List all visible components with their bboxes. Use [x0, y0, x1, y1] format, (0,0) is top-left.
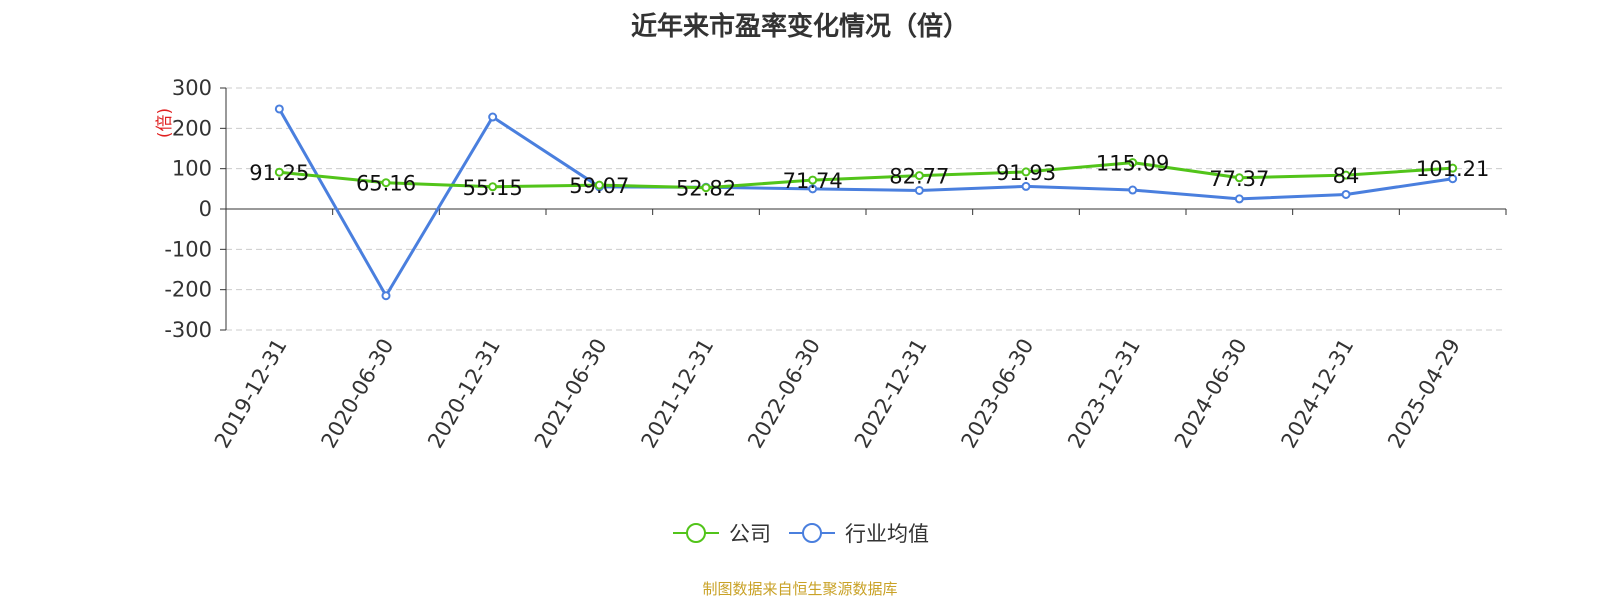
data-point[interactable] — [488, 112, 498, 122]
data-point[interactable] — [1341, 170, 1351, 180]
x-tick-label: 2023-12-31 — [1063, 335, 1145, 453]
legend-line-marker-icon — [789, 523, 835, 543]
data-point[interactable] — [1234, 173, 1244, 183]
data-point[interactable] — [381, 291, 391, 301]
x-tick-label: 2021-06-30 — [530, 335, 612, 453]
data-label: 59.07 — [569, 174, 629, 198]
data-point[interactable] — [808, 184, 818, 194]
legend-item-company[interactable]: 公司 — [671, 518, 771, 548]
x-tick-label: 2020-12-31 — [423, 334, 505, 452]
grid-lines — [226, 87, 1506, 331]
legend-label-industry-average: 行业均值 — [845, 522, 929, 546]
data-point[interactable] — [1021, 167, 1031, 177]
x-tick-label: 2022-12-31 — [850, 334, 932, 452]
data-point[interactable] — [1448, 174, 1458, 184]
x-tick-label: 2022-06-30 — [743, 335, 825, 453]
y-tick-label: 100 — [172, 157, 212, 181]
data-labels: 91.25 65.16 55.15 59.07 52.82 71.74 82.77 91.93… — [249, 152, 1489, 201]
y-tick-label: -200 — [164, 278, 212, 302]
data-label: 77.37 — [1209, 167, 1269, 191]
y-tick-label: 200 — [172, 116, 212, 140]
data-point[interactable] — [701, 183, 711, 193]
data-label: 115.09 — [1096, 152, 1169, 176]
data-point[interactable] — [1021, 181, 1031, 191]
series-lines — [274, 104, 1458, 301]
legend: 公司 行业均值 — [0, 518, 1600, 548]
chart-title: 近年来市盈率变化情况（倍） — [630, 12, 969, 42]
data-label: 65.16 — [356, 172, 416, 196]
data-label: 82.77 — [889, 165, 949, 189]
data-label: 52.82 — [676, 177, 736, 201]
data-point[interactable] — [488, 182, 498, 192]
data-label: 101.21 — [1416, 157, 1489, 181]
data-point[interactable] — [914, 171, 924, 181]
data-point[interactable] — [1128, 185, 1138, 195]
data-point[interactable] — [594, 180, 604, 190]
data-point[interactable] — [808, 175, 818, 185]
legend-label-company: 公司 — [729, 522, 771, 546]
data-label: 71.74 — [783, 169, 843, 193]
x-tick-label: 2024-06-30 — [1170, 335, 1252, 453]
data-point[interactable] — [1234, 194, 1244, 204]
data-point[interactable] — [914, 185, 924, 195]
y-axis-title: (倍) — [155, 108, 175, 138]
data-point[interactable] — [274, 167, 284, 177]
legend-line-marker-icon — [673, 523, 719, 543]
data-label: 55.15 — [463, 176, 523, 200]
x-tick-label: 2023-06-30 — [957, 335, 1039, 453]
legend-item-industry-average[interactable]: 行业均值 — [787, 518, 929, 548]
data-label: 91.93 — [996, 161, 1056, 185]
data-point[interactable] — [274, 104, 284, 114]
data-label: 84 — [1333, 164, 1360, 188]
data-point[interactable] — [1448, 163, 1458, 173]
x-tick-label: 2019-12-31 — [210, 335, 292, 453]
y-tick-label: -300 — [164, 318, 212, 342]
y-tick-label: 300 — [172, 76, 212, 100]
source-note: 制图数据来自恒生聚源数据库 — [702, 580, 898, 598]
series-line-1 — [278, 108, 1453, 298]
y-tick-label: -100 — [164, 237, 212, 261]
x-tick-label: 2021-12-31 — [637, 335, 719, 453]
data-point[interactable] — [381, 178, 391, 188]
x-tick-label: 2020-06-30 — [317, 335, 399, 453]
y-tick-label: 0 — [199, 197, 212, 221]
series-line-0 — [279, 161, 1453, 190]
data-point[interactable] — [1128, 158, 1138, 168]
data-label: 91.25 — [249, 161, 309, 185]
data-point[interactable] — [1341, 189, 1351, 199]
x-tick-label: 2024-12-31 — [1277, 335, 1359, 453]
x-tick-label: 2025-04-29 — [1383, 335, 1465, 453]
